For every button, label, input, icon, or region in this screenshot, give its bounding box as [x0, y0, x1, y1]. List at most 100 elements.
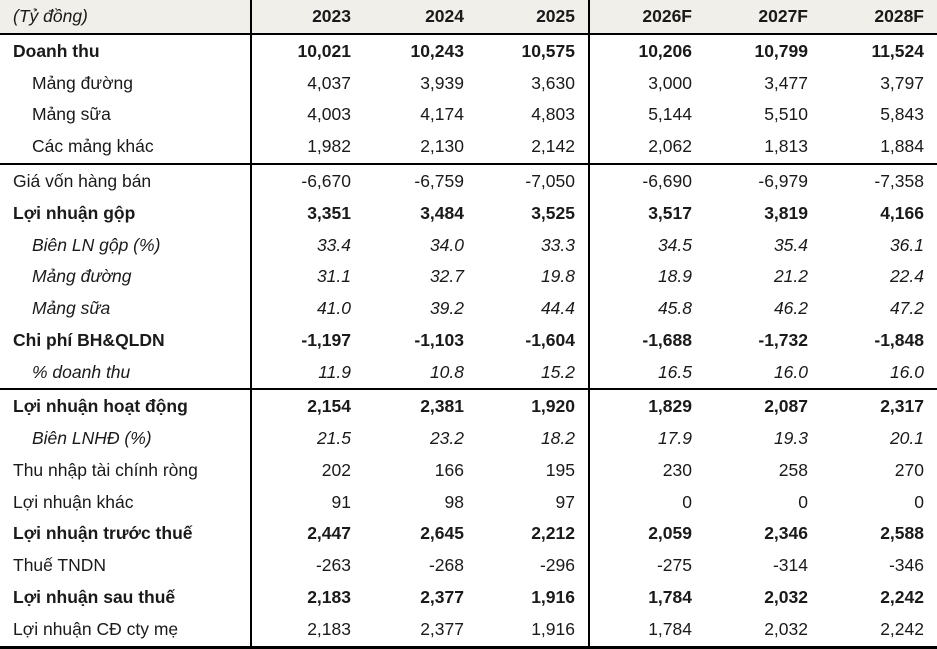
cell-value: 1,784 [588, 613, 705, 648]
cell-value: 5,843 [880, 104, 924, 125]
cell-value: -263 [250, 549, 364, 582]
unit-label: (Tỷ đồng) [0, 0, 251, 35]
table-row: Lợi nhuận sau thuế 2,183 2,377 1,916 1,784 2,… [0, 581, 937, 614]
cell-value: -6,690 [588, 164, 705, 198]
row-label: Lợi nhuận hoạt động [13, 396, 188, 417]
cell-value: 2,087 [764, 396, 808, 417]
cell-value: 2,242 [880, 586, 924, 607]
cell-value: -296 [539, 555, 575, 576]
cell-value: -6,759 [414, 170, 464, 191]
cell-value: 35.4 [773, 234, 808, 255]
table-row: Mảng đường 4,037 3,939 3,630 3,000 3,477 3,797 [0, 67, 937, 100]
table-row: Các mảng khác 1,982 2,130 2,142 2,062 1,813 1,… [0, 130, 937, 166]
row-label: Lợi nhuận trước thuế [13, 523, 193, 544]
table-body: Doanh thu 10,021 10,243 10,575 10,206 10,799 1… [0, 34, 937, 648]
cell-value: 258 [778, 459, 808, 480]
cell-value: 2,381 [420, 396, 464, 417]
cell-value: 4,174 [420, 104, 464, 125]
cell-value: 230 [588, 454, 705, 487]
table-row: Mảng sữa 4,003 4,174 4,803 5,144 5,510 5,843 [0, 99, 937, 131]
cell-value: 195 [545, 459, 575, 480]
cell-value: -1,848 [874, 329, 924, 350]
row-label: % doanh thu [0, 356, 251, 391]
cell-value: 11,524 [871, 40, 924, 61]
cell-value: 2,154 [250, 389, 364, 423]
cell-value: 10,206 [588, 34, 705, 68]
cell-value: 3,525 [531, 202, 575, 223]
cell-value: 17.9 [588, 422, 705, 455]
cell-value: -6,979 [758, 170, 808, 191]
row-label: Biên LN gộp (%) [32, 234, 161, 255]
cell-value: -1,197 [250, 324, 364, 357]
row-label: Mảng sữa [32, 298, 111, 319]
cell-value: 1,813 [705, 130, 821, 166]
cell-value: 18.9 [588, 260, 705, 293]
cell-value: 36.1 [889, 234, 924, 255]
table-row: Lợi nhuận khác 91 98 97 0 0 0 [0, 486, 937, 519]
table-row: Biên LN gộp (%) 33.4 34.0 33.3 34.5 35.4 36.1 [0, 229, 937, 261]
cell-value: 15.2 [477, 356, 589, 391]
cell-value: 45.8 [588, 292, 705, 325]
cell-value: -1,604 [525, 329, 575, 350]
cell-value: 2,317 [880, 396, 924, 417]
table-row: Chi phí BH&QLDN -1,197 -1,103 -1,604 -1,688 -… [0, 324, 937, 357]
column-header-forecast-year: 2027F [705, 0, 821, 35]
table-row: Biên LNHĐ (%) 21.5 23.2 18.2 17.9 19.3 20.1 [0, 422, 937, 455]
cell-value: 1,784 [588, 581, 705, 614]
cell-value: 4,037 [250, 67, 364, 100]
cell-value: 2,142 [477, 130, 589, 166]
row-label: Lợi nhuận khác [13, 491, 134, 512]
cell-value: 2,346 [764, 523, 808, 544]
cell-value: 2,588 [880, 523, 924, 544]
cell-value: 10.8 [364, 356, 477, 391]
cell-value: 0 [798, 491, 808, 512]
cell-value: 2,130 [364, 130, 477, 166]
cell-value: 21.2 [773, 266, 808, 287]
column-header-forecast-year: 2026F [588, 0, 705, 35]
cell-value: 10,575 [521, 40, 575, 61]
cell-value: 91 [250, 486, 364, 519]
cell-value: 20.1 [889, 428, 924, 449]
cell-value: 16.0 [705, 356, 821, 391]
table-row: Mảng sữa 41.0 39.2 44.4 45.8 46.2 47.2 [0, 292, 937, 325]
cell-value: 3,819 [764, 202, 808, 223]
row-label: Thu nhập tài chính ròng [13, 459, 198, 480]
cell-value: 46.2 [773, 298, 808, 319]
cell-value: 97 [555, 491, 575, 512]
row-label: Mảng đường [32, 72, 134, 93]
cell-value: 1,829 [588, 389, 705, 423]
cell-value: 23.2 [429, 428, 464, 449]
cell-value: 98 [444, 491, 464, 512]
row-label: Lợi nhuận sau thuế [13, 586, 176, 607]
cell-value: 2,447 [250, 518, 364, 550]
cell-value: 19.3 [773, 428, 808, 449]
cell-value: 1,916 [531, 619, 575, 640]
cell-value: -275 [588, 549, 705, 582]
table-row: Lợi nhuận gộp 3,351 3,484 3,525 3,517 3,819 4,… [0, 197, 937, 230]
cell-value: -346 [888, 555, 924, 576]
cell-value: 19.8 [540, 266, 575, 287]
row-label: Mảng đường [32, 266, 132, 287]
cell-value: 10,799 [754, 40, 808, 61]
cell-value: -6,670 [250, 164, 364, 198]
cell-value: 31.1 [250, 260, 364, 293]
column-header-year: 2024 [364, 0, 477, 35]
table-row: Giá vốn hàng bán -6,670 -6,759 -7,050 -6,690… [0, 164, 937, 198]
cell-value: 202 [250, 454, 364, 487]
table-row: Lợi nhuận trước thuế 2,447 2,645 2,212 2,059… [0, 518, 937, 550]
cell-value: 2,212 [531, 523, 575, 544]
cell-value: 11.9 [250, 356, 364, 391]
cell-value: 21.5 [250, 422, 364, 455]
cell-value: 0 [588, 486, 705, 519]
cell-value: 3,351 [250, 197, 364, 230]
row-label: Giá vốn hàng bán [13, 170, 152, 191]
cell-value: 34.5 [588, 229, 705, 261]
row-label: Chi phí BH&QLDN [13, 329, 165, 350]
cell-value: 3,484 [420, 202, 464, 223]
table-row: Mảng đường 31.1 32.7 19.8 18.9 21.2 22.4 [0, 260, 937, 293]
cell-value: 4,003 [250, 99, 364, 131]
cell-value: 2,183 [250, 581, 364, 614]
cell-value: 2,183 [250, 613, 364, 648]
row-label: Biên LNHĐ (%) [32, 428, 152, 449]
